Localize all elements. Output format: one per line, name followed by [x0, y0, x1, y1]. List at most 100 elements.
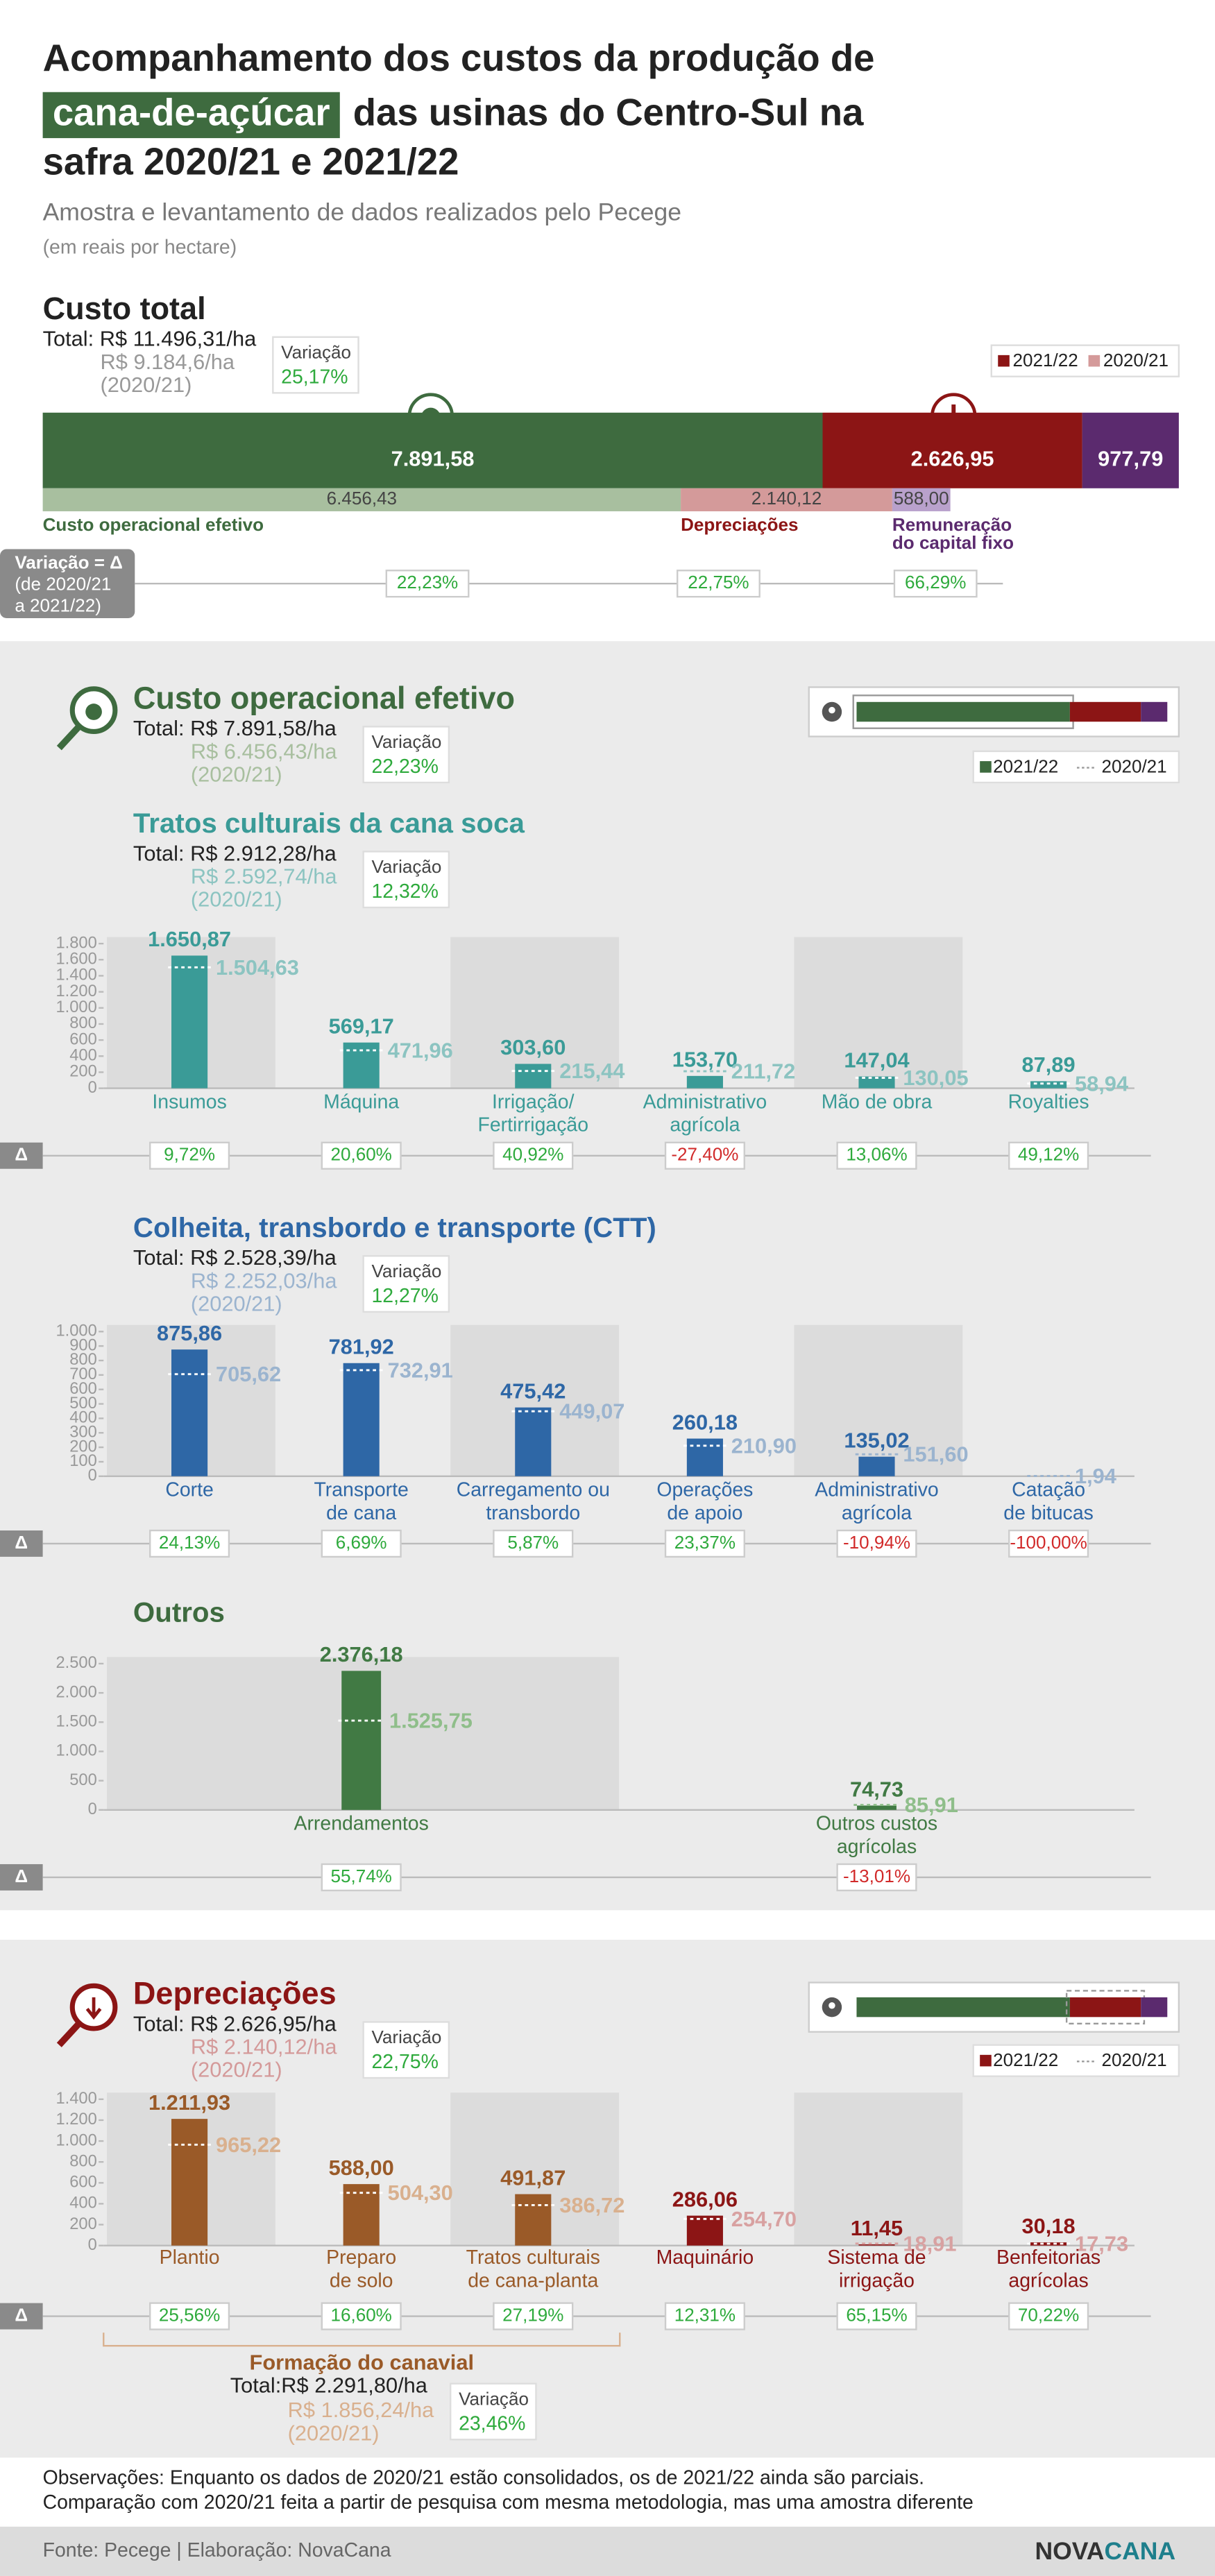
category-label: Custo operacional efetivo [43, 514, 264, 535]
value-label: 475,42 [500, 1379, 566, 1403]
previous-value-label: 965,22 [216, 2133, 281, 2157]
bar-segment [42, 488, 681, 511]
category-label: agrícolas [1008, 2269, 1088, 2292]
y-tick-label: 1.200 [56, 982, 97, 1000]
delta-box [493, 1141, 574, 1170]
category-label: Catação [1012, 1479, 1085, 1501]
band [450, 937, 620, 1089]
delta-value: 5,87% [507, 1532, 559, 1553]
previous-value-label: 449,07 [559, 1399, 625, 1424]
delta-box [493, 1529, 574, 1558]
previous-value-label: 210,90 [731, 1433, 797, 1458]
delta-value: 9,72% [164, 1144, 215, 1165]
bar-segment [42, 412, 823, 488]
bar [686, 1438, 723, 1476]
previous-value-label: 58,94 [1075, 1071, 1128, 1095]
category-label: de solo [330, 2269, 393, 2292]
delta-value: 55,74% [331, 1866, 392, 1886]
category-label: Preparo [326, 2246, 396, 2269]
previous-value-label: 705,62 [216, 1362, 281, 1386]
delta-value: 20,60% [331, 1144, 392, 1165]
category-label: agrícola [670, 1114, 740, 1136]
source: Fonte: Pecege | Elaboração: NovaCana [43, 2539, 391, 2561]
bar [858, 2244, 895, 2246]
bar-segment [1082, 412, 1179, 488]
category-label: Corte [165, 1479, 214, 1501]
y-tick-label: 1.400 [56, 2090, 97, 2108]
category-label: Insumos [152, 1091, 226, 1113]
delta-symbol: Δ [15, 1532, 28, 1553]
legend-swatch [980, 761, 992, 773]
variation-value: 12,27% [371, 1285, 438, 1307]
delta-box [836, 1141, 917, 1170]
value-label: 977,79 [1098, 447, 1163, 471]
value-label: 569,17 [329, 1014, 394, 1038]
value-label: 875,86 [157, 1321, 222, 1345]
category-label: Carregamento ou [457, 1479, 610, 1501]
delta-symbol-box [0, 1142, 43, 1169]
block-title: Custo total [43, 291, 206, 326]
total-label: Total: R$ 2.528,39/ha [133, 1245, 337, 1270]
y-tick-label: 800 [69, 1014, 97, 1032]
category-label: transbordo [486, 1502, 580, 1524]
variation-box [362, 851, 450, 909]
previous-value-label: 85,91 [905, 1793, 958, 1817]
block-title: Custo operacional efetivo [133, 680, 515, 715]
total-label: Total: R$ 2.626,95/ha [133, 2011, 337, 2036]
bar [857, 1805, 897, 1810]
minimap-segment [856, 701, 1070, 722]
y-tick-label: 1.400 [56, 966, 97, 984]
category-label: Máquina [323, 1091, 399, 1113]
delta-symbol-box [0, 1530, 43, 1557]
group-title: Formação do canavial [250, 2350, 475, 2374]
bar [171, 1349, 208, 1476]
minimap-segment [1069, 701, 1141, 722]
value-label: 1.650,87 [148, 927, 231, 951]
logo-part: NOVA [1035, 2537, 1104, 2565]
previous-period: (2020/21) [191, 2058, 282, 2082]
variation-value: 23,46% [459, 2412, 525, 2434]
y-tick-label: 1.000 [56, 1742, 97, 1760]
value-label: 30,18 [1022, 2214, 1076, 2238]
value-label: 6.456,43 [327, 488, 397, 509]
delta-title: Variação = Δ [15, 552, 123, 573]
delta-box [893, 570, 978, 598]
value-label: 286,06 [672, 2187, 738, 2211]
category-label: de cana-planta [468, 2269, 598, 2292]
value-label: 781,92 [329, 1335, 394, 1359]
y-tick-label: 700 [69, 1365, 97, 1383]
delta-box [664, 1141, 745, 1170]
delta-box [677, 570, 761, 598]
variation-title: Variação [371, 1261, 441, 1281]
category-label: Benfeitorias [996, 2246, 1101, 2269]
previous-value-label: 471,96 [388, 1038, 453, 1062]
variation-box [362, 1255, 450, 1313]
value-label: 303,60 [500, 1035, 566, 1059]
value-label: 74,73 [850, 1777, 903, 1801]
total-label: Total:R$ 2.291,80/ha [230, 2373, 428, 2398]
bar [171, 2119, 208, 2246]
previous-period: (2020/21) [191, 887, 282, 912]
category-label: Arrendamentos [294, 1813, 429, 1835]
value-label: 11,45 [851, 2216, 903, 2240]
y-tick-label: 1.800 [56, 934, 97, 952]
previous-value-label: 1.504,63 [216, 955, 299, 980]
variation-title: Variação [371, 2027, 441, 2047]
y-tick-label: 1.000 [56, 1322, 97, 1340]
delta-symbol: Δ [15, 2304, 28, 2325]
y-tick-label: 800 [69, 1351, 97, 1369]
variation-value: 22,23% [371, 756, 438, 778]
y-tick-label: 1.200 [56, 2110, 97, 2129]
category-label: Tratos culturais [466, 2246, 600, 2269]
y-tick-label: 1.000 [56, 2131, 97, 2149]
previous-period: (2020/21) [288, 2421, 380, 2445]
block-title: Colheita, transbordo e transporte (CTT) [133, 1212, 656, 1243]
y-tick-label: 400 [69, 2194, 97, 2212]
previous-value-label: 386,72 [559, 2193, 625, 2217]
legend-label: 2020/21 [1102, 756, 1167, 776]
title-line: safra 2020/21 e 2021/22 [43, 140, 459, 182]
bar [343, 1363, 380, 1476]
category-label: de bitucas [1003, 1502, 1094, 1524]
value-label: 588,00 [329, 2156, 394, 2180]
